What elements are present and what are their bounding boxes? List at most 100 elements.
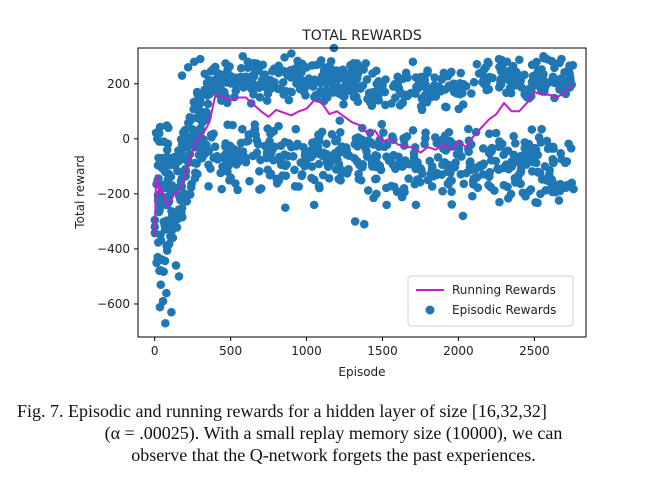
episodic-point bbox=[253, 140, 263, 149]
episodic-point bbox=[517, 83, 526, 92]
episodic-point bbox=[411, 200, 421, 210]
episodic-point bbox=[336, 176, 345, 185]
episodic-point bbox=[330, 80, 339, 90]
episodic-point bbox=[284, 95, 294, 105]
episodic-point bbox=[534, 133, 544, 142]
episodic-point bbox=[154, 153, 163, 163]
episodic-point bbox=[186, 113, 196, 123]
episodic-point bbox=[468, 191, 477, 201]
episodic-point bbox=[569, 184, 578, 194]
episodic-point bbox=[566, 75, 575, 85]
episodic-point bbox=[264, 79, 274, 88]
episodic-point bbox=[550, 63, 559, 73]
episodic-point bbox=[458, 211, 468, 221]
episodic-point bbox=[249, 82, 258, 92]
episodic-point bbox=[164, 123, 173, 133]
episodic-point bbox=[211, 75, 221, 84]
episodic-point bbox=[250, 120, 260, 129]
episodic-point bbox=[194, 94, 203, 104]
episodic-point bbox=[204, 146, 214, 156]
episodic-point bbox=[363, 186, 373, 195]
episodic-point bbox=[293, 56, 302, 66]
episodic-point bbox=[237, 124, 247, 134]
episodic-point bbox=[413, 158, 422, 167]
episodic-point bbox=[494, 54, 504, 64]
y-tick-label: 200 bbox=[107, 77, 130, 91]
episodic-point bbox=[353, 157, 362, 167]
episodic-point bbox=[456, 169, 466, 179]
episodic-point bbox=[388, 160, 398, 170]
episodic-point bbox=[428, 87, 438, 97]
episodic-point bbox=[459, 179, 469, 189]
episodic-point bbox=[278, 78, 288, 87]
episodic-point bbox=[190, 158, 199, 168]
running-line bbox=[153, 83, 574, 236]
episodic-point bbox=[382, 200, 391, 210]
episodic-point bbox=[509, 131, 518, 141]
episodic-point bbox=[202, 107, 211, 117]
episodic-point bbox=[293, 139, 302, 149]
episodic-point bbox=[532, 57, 541, 67]
episodic-point bbox=[342, 169, 352, 178]
episodic-point bbox=[516, 179, 525, 189]
episodic-point bbox=[467, 89, 476, 98]
episodic-point bbox=[372, 189, 381, 199]
episodic-point bbox=[455, 79, 465, 88]
episodic-point bbox=[262, 151, 272, 160]
episodic-point bbox=[167, 219, 177, 229]
episodic-point bbox=[309, 175, 319, 185]
episodic-point bbox=[464, 147, 473, 157]
episodic-point bbox=[363, 136, 373, 145]
episodic-point bbox=[255, 92, 265, 102]
episodic-point bbox=[302, 160, 311, 170]
episodic-point bbox=[344, 151, 354, 160]
y-tick-label: −400 bbox=[97, 242, 130, 256]
episodic-point bbox=[367, 101, 377, 111]
episodic-point bbox=[206, 66, 216, 76]
episodic-point bbox=[397, 192, 407, 202]
episodic-point bbox=[266, 169, 276, 179]
episodic-point bbox=[495, 62, 504, 72]
episodic-point bbox=[350, 217, 360, 226]
episodic-point bbox=[231, 86, 241, 96]
legend-label-running: Running Rewards bbox=[452, 283, 556, 297]
episodic-point bbox=[531, 198, 540, 207]
episodic-point bbox=[245, 176, 254, 186]
episodic-point bbox=[444, 81, 454, 91]
episodic-point bbox=[308, 82, 318, 91]
episodic-point bbox=[216, 84, 226, 94]
episodic-point bbox=[427, 165, 437, 175]
caption-line-2: (α = .00025). With a small replay memory… bbox=[104, 423, 563, 443]
episodic-point bbox=[497, 139, 507, 149]
episodic-point bbox=[548, 154, 557, 164]
episodic-point bbox=[353, 142, 362, 151]
episodic-point bbox=[310, 75, 319, 85]
episodic-point bbox=[433, 153, 443, 162]
episodic-point bbox=[501, 147, 510, 157]
legend: Running Rewards Episodic Rewards bbox=[407, 275, 574, 327]
episodic-point bbox=[393, 79, 402, 89]
episodic-point bbox=[233, 185, 242, 195]
episodic-point bbox=[438, 74, 447, 83]
episodic-point bbox=[266, 129, 275, 139]
episodic-point bbox=[311, 90, 320, 100]
episodic-point bbox=[236, 63, 246, 73]
episodic-point bbox=[155, 266, 164, 276]
episodic-point bbox=[213, 152, 222, 162]
episodic-point bbox=[423, 66, 432, 75]
episodic-point bbox=[485, 129, 494, 139]
episodic-point bbox=[399, 133, 408, 143]
episodic-point bbox=[185, 190, 195, 199]
episodic-point bbox=[408, 125, 418, 135]
episodic-point bbox=[416, 165, 426, 174]
episodic-point bbox=[501, 160, 511, 169]
episodic-point bbox=[255, 167, 264, 176]
episodic-point bbox=[558, 183, 568, 193]
episodic-point bbox=[243, 136, 253, 146]
y-ticks: −600 −400 −200 0 200 bbox=[97, 77, 138, 311]
episodic-point bbox=[401, 68, 411, 78]
episodic-point bbox=[241, 153, 250, 163]
episodic-point bbox=[279, 90, 288, 99]
episodic-point bbox=[268, 66, 277, 76]
episodic-point bbox=[490, 186, 499, 195]
